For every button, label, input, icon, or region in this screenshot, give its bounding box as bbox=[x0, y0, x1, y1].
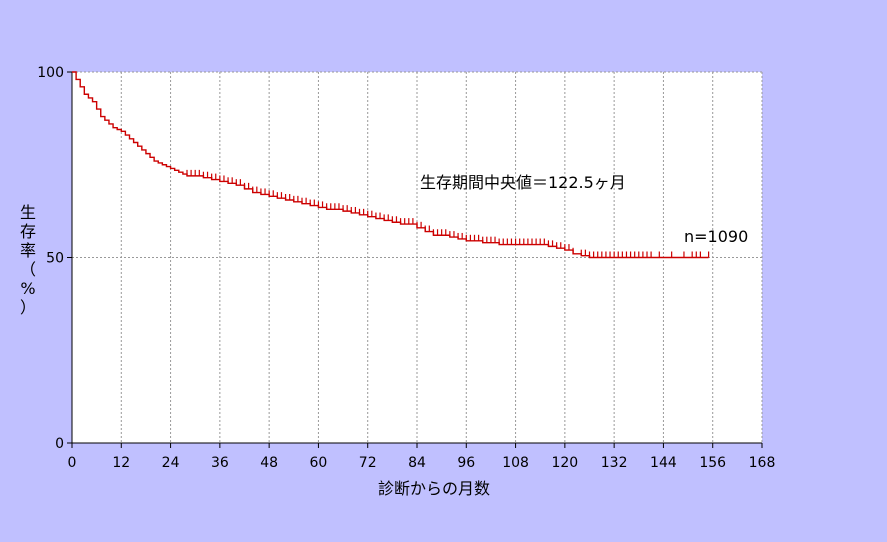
y-tick-label: 100 bbox=[37, 65, 64, 81]
y-axis-title-char: 生 bbox=[20, 203, 36, 222]
x-tick-label: 84 bbox=[408, 455, 426, 471]
x-tick-label: 132 bbox=[601, 455, 628, 471]
x-axis-title: 診断からの月数 bbox=[378, 479, 490, 498]
x-tick-label: 0 bbox=[68, 455, 77, 471]
y-axis-title-char: 率 bbox=[20, 241, 36, 260]
x-tick-label: 96 bbox=[457, 455, 475, 471]
y-axis-title-char: 存 bbox=[20, 222, 36, 241]
x-tick-label: 120 bbox=[551, 455, 578, 471]
x-tick-label: 168 bbox=[749, 455, 776, 471]
y-axis-title-char: ） bbox=[20, 298, 36, 317]
tick-labels: 0 12 24 36 48 60 72 84 96 108 120 132 144 156 168 0 50 10… bbox=[37, 65, 775, 471]
median-annotation: 生存期間中央値＝122.5ヶ月 bbox=[420, 173, 626, 192]
x-tick-label: 12 bbox=[112, 455, 130, 471]
x-tick-label: 36 bbox=[211, 455, 229, 471]
y-axis-title-char: （ bbox=[20, 260, 36, 279]
y-tick-label: 0 bbox=[55, 436, 64, 452]
x-tick-label: 156 bbox=[699, 455, 726, 471]
x-tick-label: 48 bbox=[260, 455, 278, 471]
x-tick-label: 144 bbox=[650, 455, 677, 471]
x-tick-label: 108 bbox=[502, 455, 529, 471]
y-tick-label: 50 bbox=[46, 251, 64, 267]
x-tick-label: 24 bbox=[162, 455, 180, 471]
censor-marks bbox=[186, 169, 710, 258]
y-axis-title: 生存率（%） bbox=[20, 203, 36, 317]
x-tick-label: 72 bbox=[359, 455, 377, 471]
x-tick-label: 60 bbox=[310, 455, 328, 471]
n-annotation: n=1090 bbox=[684, 227, 748, 246]
axes bbox=[67, 71, 763, 448]
y-axis-title-char: % bbox=[20, 279, 35, 298]
